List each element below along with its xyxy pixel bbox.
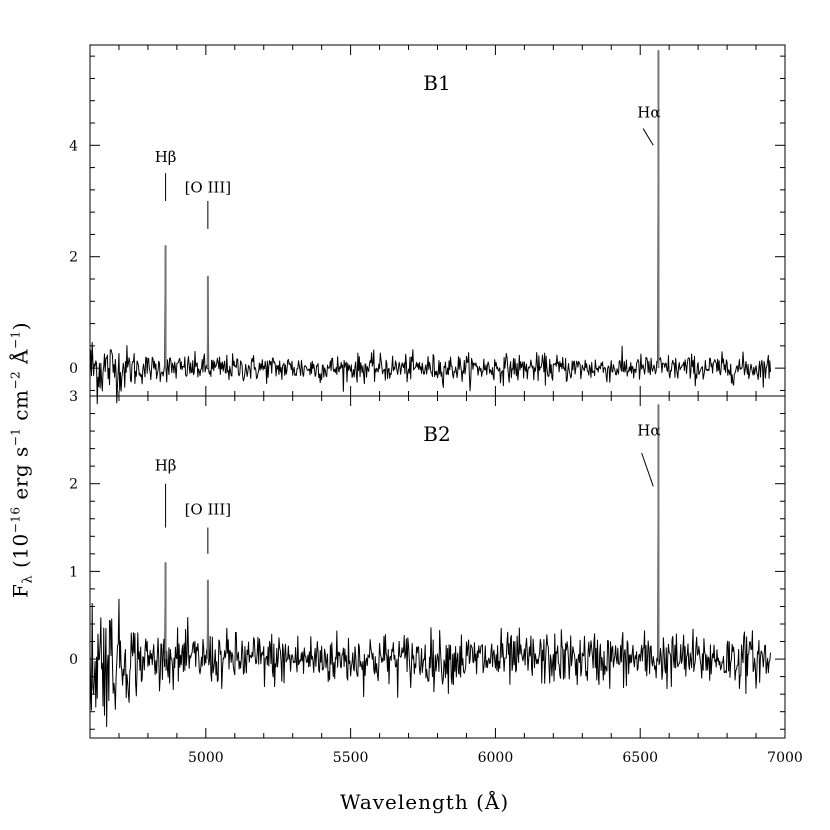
- panel-name: B2: [423, 422, 450, 446]
- panel-frame: [89, 395, 786, 739]
- y-tick-label: 0: [69, 361, 78, 377]
- y-tick-label: 1: [69, 564, 78, 580]
- panel-name: B1: [423, 71, 450, 95]
- y-label-exp-2: −1: [8, 427, 23, 447]
- y-axis-label-container: Fλ (10−16 erg s−1 cm−2 Å−1): [2, 322, 42, 598]
- y-tick-label: 0: [69, 652, 78, 668]
- panel-b1: 0 2 4 Hβ [O III] Hα B1: [69, 44, 786, 405]
- y-tick-label: 2: [69, 477, 78, 493]
- x-tick-label: 7000: [767, 750, 803, 766]
- y-tick-label: 4: [69, 138, 78, 154]
- y-label-lambda-subscript: λ: [20, 574, 36, 584]
- y-label-unit-open: (10: [8, 533, 33, 575]
- x-tick-label: 5500: [333, 750, 369, 766]
- y-tick-label: 3: [69, 389, 78, 405]
- line-label: Hα: [637, 421, 660, 439]
- y-label-exp-4: −1: [8, 330, 23, 349]
- line-label: Hβ: [155, 457, 177, 475]
- y-label-flux-symbol: F: [8, 583, 33, 599]
- x-tick-label: 6500: [622, 750, 658, 766]
- line-label: [O III]: [185, 500, 232, 518]
- y-label-angstrom: Å: [8, 349, 33, 371]
- y-tick-label: 2: [69, 250, 78, 266]
- line-label-indicator: [641, 452, 654, 487]
- panel-b2: 0 1 2 3 Hβ [O III] Hα B2: [69, 389, 786, 739]
- y-label-erg-s: erg s: [8, 446, 33, 507]
- spectrum-line: [89, 50, 772, 405]
- y-label-cm: cm: [8, 389, 33, 428]
- y-axis-label: Fλ (10−16 erg s−1 cm−2 Å−1): [9, 322, 36, 598]
- line-label: [O III]: [185, 179, 232, 197]
- line-label: Hα: [637, 103, 660, 121]
- y-label-exp-3: −2: [8, 370, 23, 390]
- y-label-exp-1: −16: [8, 506, 23, 534]
- line-label-indicator: [642, 128, 654, 146]
- x-tick-label: 5000: [188, 750, 224, 766]
- panel-frame: [89, 44, 786, 397]
- spectrum-line: [89, 404, 772, 728]
- y-label-unit-close: ): [8, 321, 33, 331]
- x-tick-label: 6000: [478, 750, 514, 766]
- line-label: Hβ: [155, 148, 177, 166]
- x-axis-label: Wavelength (Å): [340, 790, 510, 814]
